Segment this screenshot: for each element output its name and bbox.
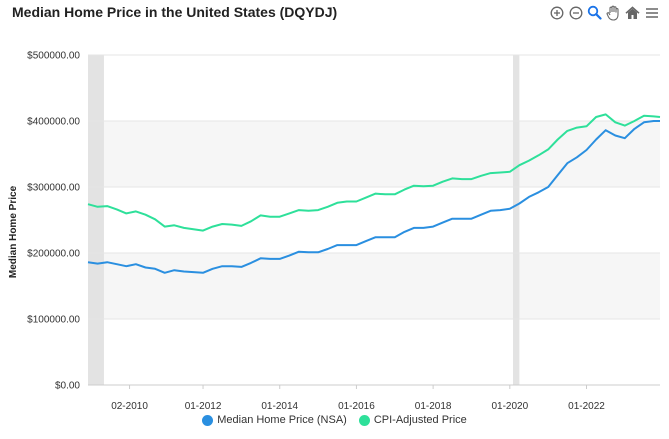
zoom-out-icon[interactable] — [568, 5, 583, 20]
grid-band — [88, 121, 660, 187]
chart-title: Median Home Price in the United States (… — [12, 4, 338, 20]
series-line-cpi — [87, 113, 661, 232]
recession-band-1 — [513, 55, 520, 385]
pan-hand-icon[interactable] — [606, 5, 621, 21]
grid-band — [88, 253, 660, 319]
legend-item-nsa[interactable]: Median Home Price (NSA) — [202, 414, 347, 426]
x-tick-label: 01-2022 — [568, 401, 605, 412]
y-tick-label: $400000.00 — [27, 117, 80, 128]
zoom-select-icon[interactable] — [587, 5, 602, 20]
legend-marker-nsa — [202, 414, 214, 426]
x-tick-label: 01-2016 — [338, 401, 375, 412]
x-tick-label: 01-2014 — [261, 401, 298, 412]
recession-band-0 — [88, 55, 104, 385]
legend-marker-cpi — [358, 414, 370, 426]
x-tick-label: 01-2012 — [185, 401, 222, 412]
x-tick-label: 02-2010 — [111, 401, 148, 412]
legend-item-cpi[interactable]: CPI-Adjusted Price — [358, 414, 467, 426]
chart-legend: Median Home Price (NSA) CPI-Adjusted Pri… — [0, 414, 669, 426]
y-axis-title: Median Home Price — [8, 185, 19, 278]
legend-label-nsa: Median Home Price (NSA) — [217, 414, 347, 426]
x-tick-label: 01-2018 — [415, 401, 452, 412]
y-tick-label: $0.00 — [55, 381, 80, 392]
menu-icon[interactable] — [644, 5, 659, 20]
y-tick-label: $100000.00 — [27, 315, 80, 326]
chart-toolbar — [549, 5, 659, 21]
y-tick-label: $500000.00 — [27, 51, 80, 62]
x-tick-label: 01-2020 — [491, 401, 528, 412]
y-tick-label: $200000.00 — [27, 249, 80, 260]
y-tick-label: $300000.00 — [27, 183, 80, 194]
series-line-nsa — [87, 120, 660, 274]
home-reset-icon[interactable] — [625, 5, 640, 20]
zoom-in-icon[interactable] — [549, 5, 564, 20]
legend-label-cpi: CPI-Adjusted Price — [373, 414, 467, 426]
